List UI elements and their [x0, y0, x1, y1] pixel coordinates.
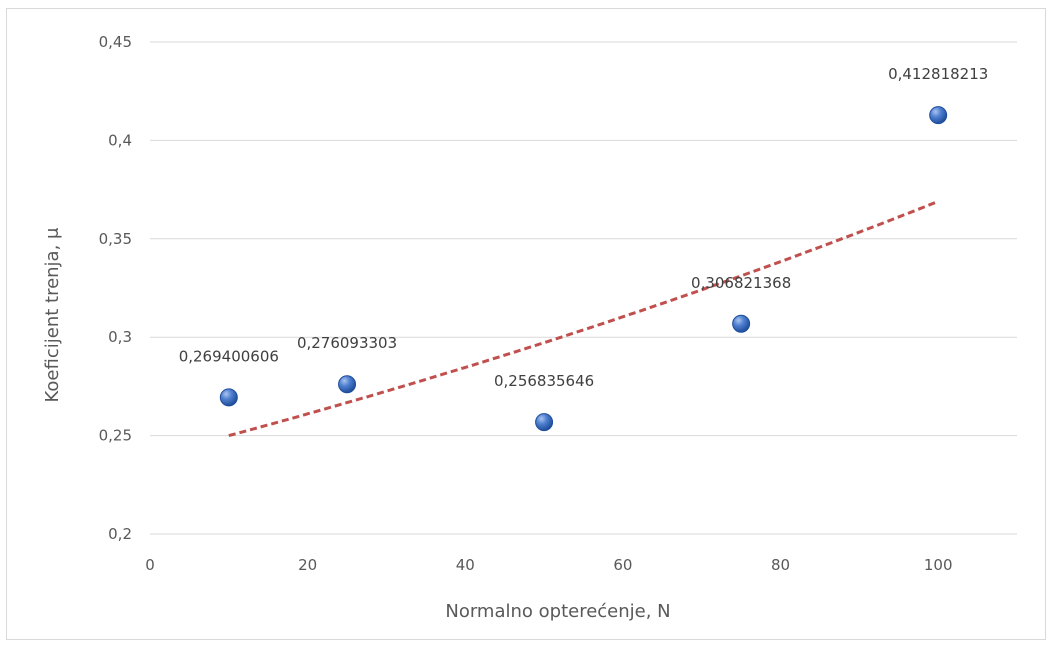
- data-label: 0,269400606: [179, 347, 279, 365]
- data-point: [930, 107, 947, 124]
- x-tick-label: 100: [924, 556, 953, 574]
- x-axis-title: Normalno opterećenje, N: [445, 601, 670, 622]
- x-tick-label: 20: [298, 556, 317, 574]
- data-label: 0,412818213: [888, 65, 988, 83]
- y-tick-label: 0,45: [99, 33, 132, 51]
- y-axis-ticks: 0,2 0,25 0,3 0,35 0,4 0,45: [99, 33, 132, 543]
- y-tick-label: 0,4: [108, 131, 132, 149]
- data-point: [536, 414, 553, 431]
- data-label: 0,256835646: [494, 372, 594, 390]
- data-point: [733, 315, 750, 332]
- trendline-path: [229, 201, 938, 435]
- x-tick-label: 0: [145, 556, 155, 574]
- data-point: [220, 389, 237, 406]
- y-tick-label: 0,3: [108, 328, 132, 346]
- data-label: 0,306821368: [691, 274, 791, 292]
- x-tick-label: 80: [771, 556, 790, 574]
- gridlines: [150, 42, 1017, 534]
- x-tick-label: 40: [456, 556, 475, 574]
- y-tick-label: 0,2: [108, 525, 132, 543]
- x-axis-ticks: 0 20 40 60 80 100: [145, 556, 952, 574]
- y-tick-label: 0,25: [99, 427, 132, 445]
- x-tick-label: 60: [613, 556, 632, 574]
- trendline: [229, 201, 938, 435]
- y-axis-title: Koeficijent trenja, μ: [42, 227, 63, 403]
- data-label: 0,276093303: [297, 334, 397, 352]
- data-point: [339, 376, 356, 393]
- y-tick-label: 0,35: [99, 230, 132, 248]
